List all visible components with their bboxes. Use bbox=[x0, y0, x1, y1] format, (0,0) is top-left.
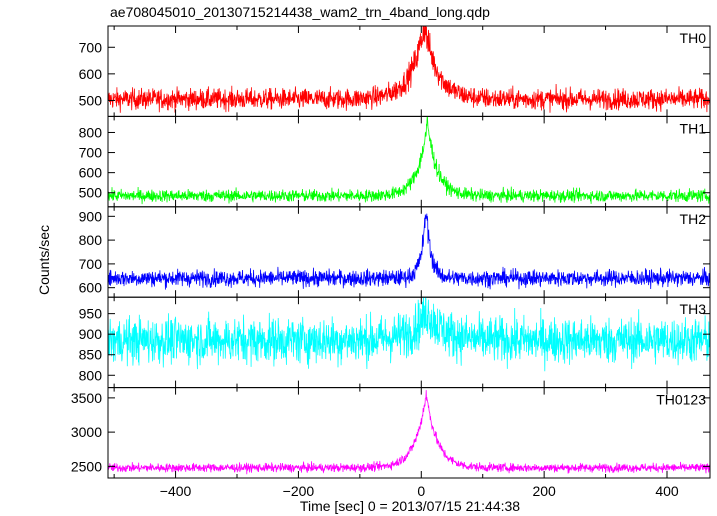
y-tick-label: 700 bbox=[79, 39, 103, 55]
chart-title: ae708045010_20130715214438_wam2_trn_4ban… bbox=[110, 4, 490, 20]
x-tick-label: 0 bbox=[417, 483, 425, 499]
y-tick-label: 2500 bbox=[71, 458, 102, 474]
panel-frame bbox=[107, 115, 711, 208]
y-tick-label: 900 bbox=[79, 208, 103, 224]
y-tick-label: 3500 bbox=[71, 390, 102, 406]
y-tick-label: 3000 bbox=[71, 424, 102, 440]
y-tick-label: 950 bbox=[79, 306, 103, 322]
series-th3 bbox=[108, 297, 710, 372]
y-tick-label: 600 bbox=[79, 66, 103, 82]
series-th2 bbox=[108, 213, 710, 290]
panel-label-th2: TH2 bbox=[680, 211, 707, 227]
y-tick-label: 600 bbox=[79, 165, 103, 181]
panel-th2: 600 700 800 900 TH2 bbox=[79, 206, 711, 298]
panel-th0: 500 600 700 TH0 bbox=[79, 25, 711, 117]
y-tick-label: 800 bbox=[79, 124, 103, 140]
panel-th3: 800 850 900 950 TH3 bbox=[79, 296, 711, 389]
y-tick-label: 850 bbox=[79, 347, 103, 363]
panel-label-th0123: TH0123 bbox=[656, 392, 706, 408]
panel-label-th3: TH3 bbox=[680, 301, 707, 317]
y-tick-label: 900 bbox=[79, 326, 103, 342]
y-tick-label: 800 bbox=[79, 232, 103, 248]
x-tick-label: −400 bbox=[160, 483, 192, 499]
panel-frame bbox=[107, 387, 711, 479]
panel-th1: 500 600 700 800 TH1 bbox=[79, 115, 711, 208]
y-tick-label: 500 bbox=[79, 92, 103, 108]
panel-label-th1: TH1 bbox=[680, 120, 707, 136]
panel-label-th0: TH0 bbox=[680, 30, 707, 46]
y-tick-label: 700 bbox=[79, 145, 103, 161]
series-th0 bbox=[108, 26, 710, 113]
series-th1 bbox=[108, 116, 710, 205]
x-axis-label: Time [sec] 0 = 2013/07/15 21:44:38 bbox=[299, 498, 521, 514]
y-tick-label: 600 bbox=[79, 280, 103, 296]
y-tick-label: 700 bbox=[79, 256, 103, 272]
x-tick-label: 200 bbox=[532, 483, 556, 499]
y-tick-label: 500 bbox=[79, 185, 103, 201]
x-tick-label: 400 bbox=[655, 483, 679, 499]
y-tick-label: 800 bbox=[79, 367, 103, 383]
x-tick-label: −200 bbox=[283, 483, 315, 499]
panel-th0123: 2500 3000 3500 TH0123 bbox=[71, 387, 711, 479]
series-th0123 bbox=[108, 390, 710, 475]
